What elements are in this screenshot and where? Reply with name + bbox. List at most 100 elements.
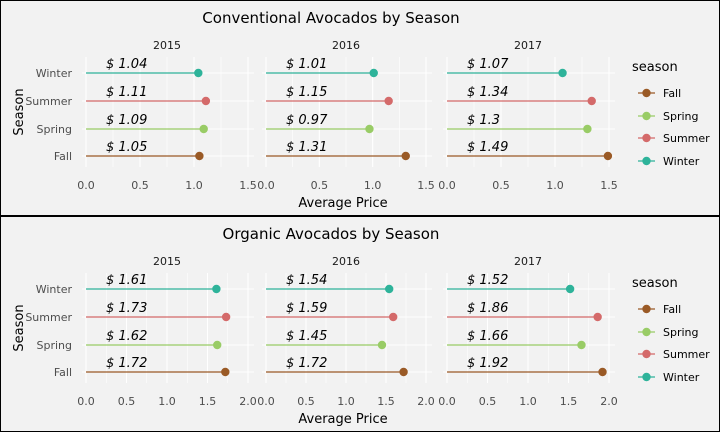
legend-label-winter: Winter [663,371,700,384]
price-label-fall: $ 1.05 [106,140,147,155]
x-tick-label: 0.0 [257,179,275,192]
chart-title: Conventional Avocados by Season [202,9,459,27]
x-tick-label: 0.0 [257,395,275,408]
lollipop-point-fall [401,151,410,161]
lollipop-point-winter [385,284,394,294]
price-label-spring: $ 0.97 [286,113,328,128]
x-tick-label: 1.0 [185,179,203,192]
conventional-chart: Conventional Avocados by Season Season Ave… [12,9,710,211]
legend-key-point-spring [642,111,651,121]
price-label-winter: $ 1.54 [286,273,327,288]
price-label-summer: $ 1.34 [467,85,508,100]
price-label-fall: $ 1.72 [106,356,147,371]
y-tick-label-winter: Winter [36,283,73,296]
lollipop-point-summer [201,96,211,106]
legend-title: season [632,276,678,291]
lollipop-point-winter [212,284,221,294]
x-tick-label: 2.0 [417,395,435,408]
price-label-fall: $ 1.92 [467,356,508,371]
x-tick-label: 1.5 [199,395,217,408]
facet-label-2017: 2017 [514,39,542,52]
legend-label-spring: Spring [663,326,699,339]
price-label-fall: $ 1.49 [467,140,508,155]
x-tick-label: 1.0 [519,395,537,408]
x-tick-label: 1.0 [158,395,176,408]
x-tick-label: 0.5 [492,179,510,192]
y-tick-label-winter: Winter [36,67,73,80]
organic-chart-panel: Organic Avocados by Season Season Average … [0,216,720,432]
price-label-spring: $ 1.62 [106,329,147,344]
legend-label-fall: Fall [663,303,681,316]
lollipop-point-spring [583,124,592,134]
price-label-winter: $ 1.01 [286,57,327,72]
facet-label-2016: 2016 [332,39,360,52]
y-axis-label: Season [12,304,27,351]
x-tick-label: 0.0 [438,179,456,192]
chart-title: Organic Avocados by Season [223,225,440,243]
price-label-spring: $ 1.45 [286,329,327,344]
x-tick-label: 1.0 [337,395,355,408]
y-tick-label-summer: Summer [25,311,72,324]
facet-label-2017: 2017 [514,255,542,268]
lollipop-point-fall [399,367,408,377]
lollipop-point-spring [199,124,208,134]
lollipop-point-spring [377,340,387,350]
legend-key-point-summer [642,349,651,359]
y-axis-label: Season [12,88,27,135]
lollipop-point-summer [587,96,596,106]
x-tick-label: 0.5 [131,179,149,192]
legend-key-point-spring [642,327,651,337]
legend-label-summer: Summer [663,132,710,145]
x-tick-label: 1.0 [364,179,382,192]
legend-label-winter: Winter [663,155,700,168]
lollipop-point-winter [369,68,378,78]
price-label-fall: $ 1.31 [286,140,327,155]
organic-chart: Organic Avocados by Season Season Average … [12,225,710,427]
facet-label-2016: 2016 [332,255,360,268]
lollipop-point-fall [603,151,613,161]
x-tick-label: 0.5 [479,395,497,408]
lollipop-point-spring [577,340,586,350]
price-label-summer: $ 1.11 [106,85,147,100]
price-label-fall: $ 1.72 [286,356,327,371]
y-tick-label-spring: Spring [37,123,73,136]
y-tick-label-fall: Fall [54,366,72,379]
x-tick-label: 0.5 [311,179,329,192]
legend-key-point-winter [642,372,651,382]
price-label-summer: $ 1.86 [467,301,508,316]
x-tick-label: 1.5 [600,179,618,192]
x-tick-label: 0.0 [77,395,95,408]
lollipop-point-fall [598,367,607,377]
price-label-winter: $ 1.61 [106,273,147,288]
legend-key-point-summer [642,133,651,143]
x-tick-label: 1.5 [377,395,395,408]
price-label-spring: $ 1.09 [106,113,147,128]
price-label-spring: $ 1.3 [467,113,500,128]
legend-key-point-fall [642,88,651,98]
x-tick-label: 0.0 [438,395,456,408]
lollipop-point-winter [558,68,567,78]
lollipop-point-fall [195,151,204,161]
legend-key-point-fall [642,304,651,314]
price-label-winter: $ 1.07 [467,57,509,72]
lollipop-point-summer [593,312,602,322]
price-label-summer: $ 1.73 [106,301,147,316]
x-tick-label: 1.5 [239,179,257,192]
facet-label-2015: 2015 [153,39,181,52]
x-axis-label: Average Price [298,196,387,211]
x-axis-label: Average Price [298,412,387,427]
x-tick-label: 2.0 [239,395,257,408]
price-label-winter: $ 1.52 [467,273,508,288]
y-tick-label-spring: Spring [37,339,73,352]
lollipop-point-summer [389,312,398,322]
lollipop-point-spring [213,340,222,350]
legend-title: season [632,60,678,75]
price-label-summer: $ 1.15 [286,85,327,100]
price-label-summer: $ 1.59 [286,301,327,316]
lollipop-point-summer [221,312,231,322]
legend-label-fall: Fall [663,87,681,100]
y-tick-label-fall: Fall [54,150,72,163]
x-tick-label: 1.5 [560,395,578,408]
price-label-spring: $ 1.66 [467,329,508,344]
